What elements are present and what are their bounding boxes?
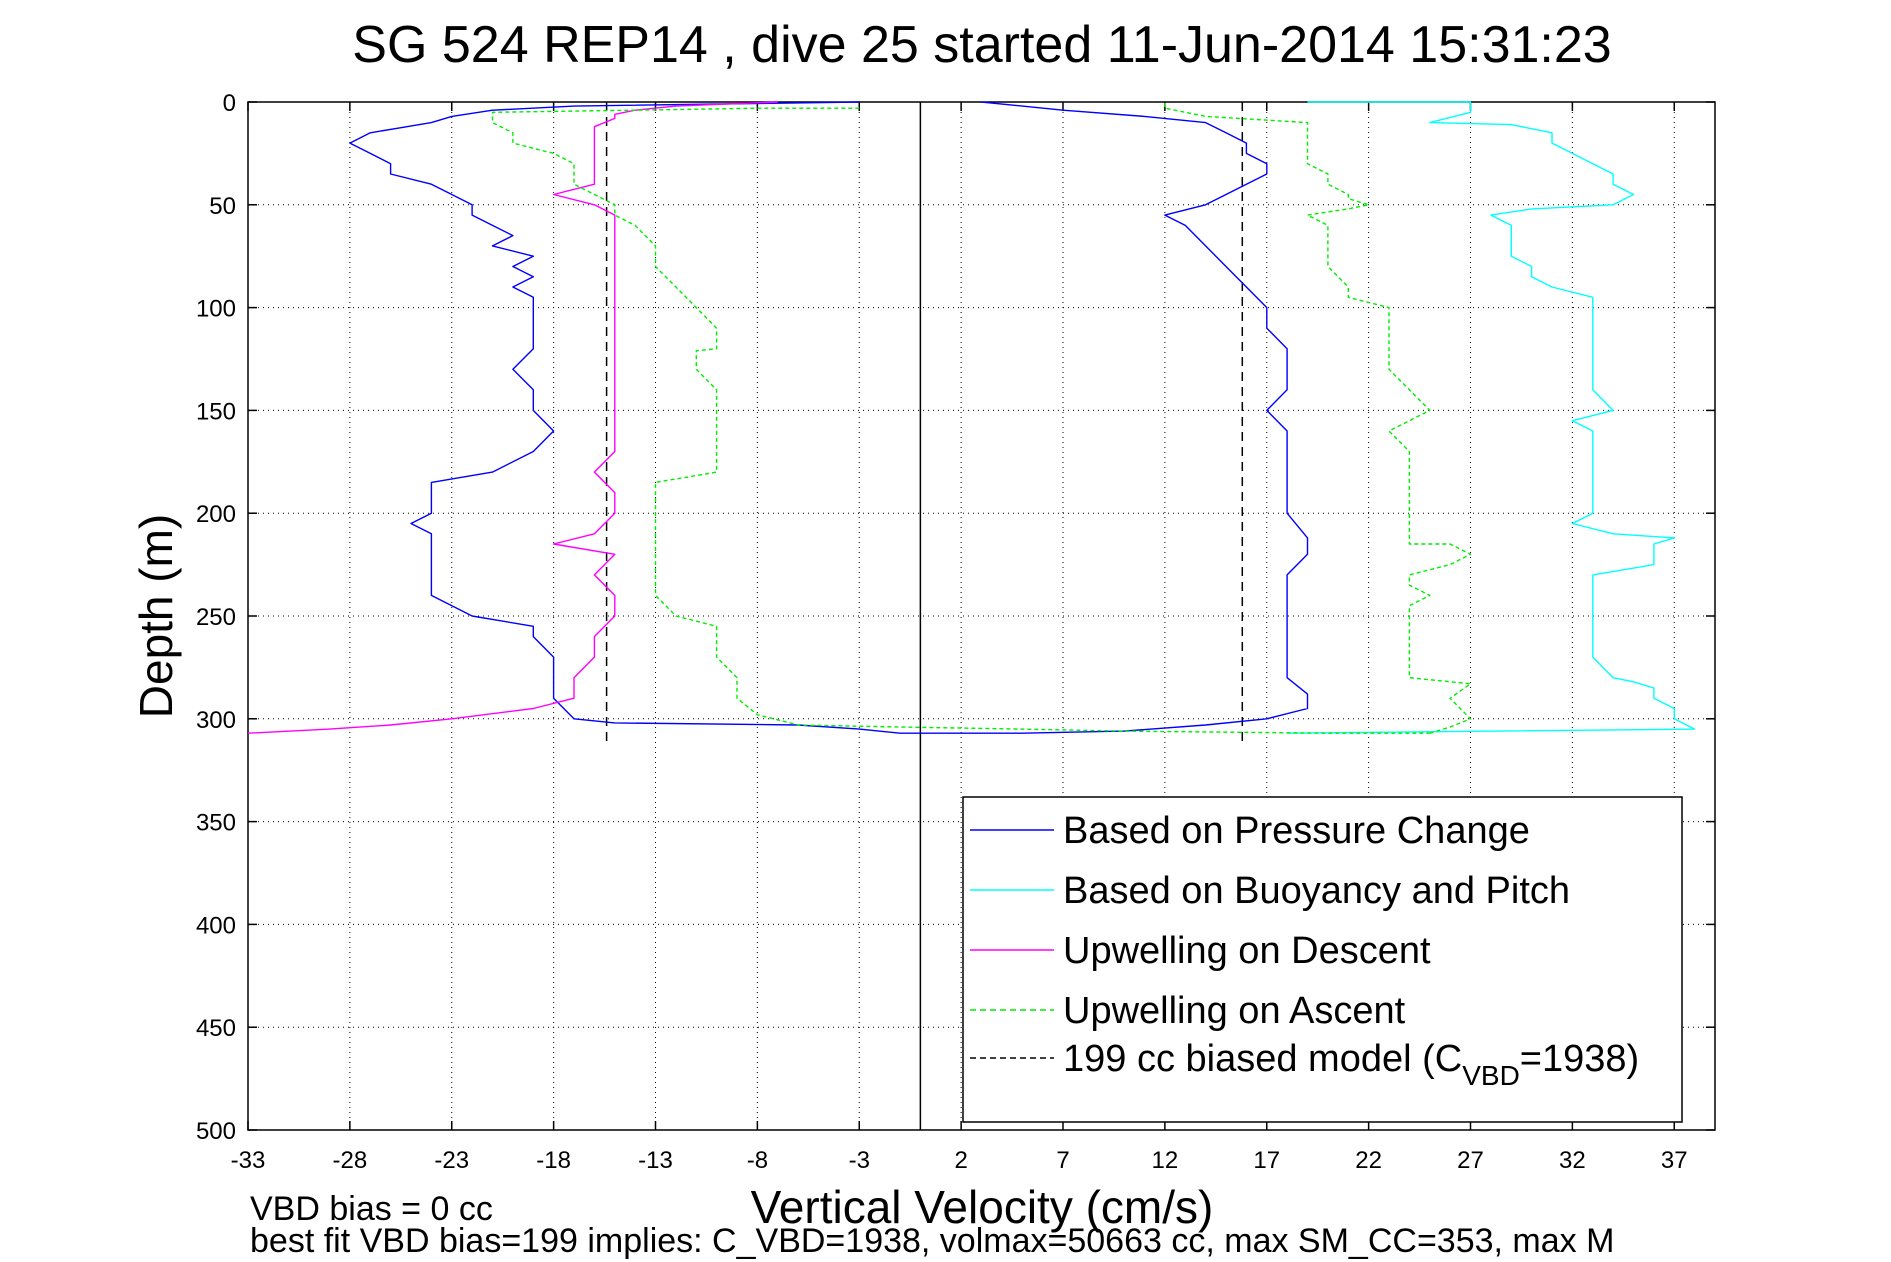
y-tick-label: 450 xyxy=(196,1015,236,1042)
y-tick-label: 200 xyxy=(196,501,236,528)
y-tick-label: 500 xyxy=(196,1118,236,1145)
x-tick-label: 7 xyxy=(1056,1147,1069,1174)
footer-line-1: VBD bias = 0 cc xyxy=(250,1190,493,1228)
x-tick-label: -18 xyxy=(536,1147,571,1174)
x-axis-label: Vertical Velocity (cm/s) xyxy=(751,1181,1214,1233)
x-tick-label: -23 xyxy=(434,1147,469,1174)
x-tick-label: -33 xyxy=(231,1147,266,1174)
x-tick-label: -3 xyxy=(849,1147,870,1174)
legend-label-text: Upwelling on Ascent xyxy=(1063,990,1406,1032)
y-axis-ticks: 0 50 100 150 200 250 300 350 400 450 500 xyxy=(196,90,1715,1145)
x-tick-label: -28 xyxy=(333,1147,368,1174)
legend-label-text: Based on Pressure Change xyxy=(1063,810,1530,852)
legend-label: Upwelling on Ascent xyxy=(1063,990,1406,1032)
legend-label: Upwelling on Descent xyxy=(1063,930,1431,972)
x-tick-label: 12 xyxy=(1152,1147,1179,1174)
legend-label-text: Based on Buoyancy and Pitch xyxy=(1063,870,1570,912)
y-tick-label: 250 xyxy=(196,604,236,631)
series-line xyxy=(349,101,1309,734)
y-tick-label: 100 xyxy=(196,296,236,323)
x-tick-label: 32 xyxy=(1559,1147,1586,1174)
footer-line-2: best fit VBD bias=199 implies: C_VBD=193… xyxy=(250,1222,1614,1260)
y-tick-label: 50 xyxy=(209,193,236,220)
legend-label: Based on Pressure Change xyxy=(1063,810,1530,852)
y-tick-label: 150 xyxy=(196,398,236,425)
series-line xyxy=(247,101,778,734)
x-tick-label: 17 xyxy=(1253,1147,1280,1174)
legend-label-suffix: =1938) xyxy=(1520,1038,1639,1080)
legend-label: 199 cc biased model (CVBD=1938) xyxy=(1063,1038,1639,1091)
y-tick-label: 400 xyxy=(196,912,236,939)
legend-box xyxy=(962,796,1683,1123)
x-axis-ticks: -33 -28 -23 -18 -13 -8 -3 2 7 12 17 22 27 32 37 xyxy=(231,102,1688,1174)
data-series xyxy=(247,101,1696,734)
legend-label: Based on Buoyancy and Pitch xyxy=(1063,870,1570,912)
y-tick-label: 350 xyxy=(196,810,236,837)
legend: Based on Pressure Change Based on Buoyanc… xyxy=(962,796,1683,1123)
x-tick-label: -8 xyxy=(747,1147,768,1174)
y-tick-label: 300 xyxy=(196,707,236,734)
x-tick-label: 37 xyxy=(1661,1147,1688,1174)
x-tick-label: 2 xyxy=(954,1147,967,1174)
x-tick-label: -13 xyxy=(638,1147,673,1174)
series-line xyxy=(1164,102,1472,734)
legend-label-text: 199 cc biased model (C xyxy=(1063,1038,1462,1080)
reference-lines xyxy=(605,102,1244,1130)
legend-label-subscript: VBD xyxy=(1462,1060,1520,1091)
chart-title: SG 524 REP14 , dive 25 started 11-Jun-20… xyxy=(352,16,1611,74)
x-tick-label: 27 xyxy=(1457,1147,1484,1174)
series-line xyxy=(1287,101,1696,734)
legend-label-text: Upwelling on Descent xyxy=(1063,930,1431,972)
y-axis-label: Depth (m) xyxy=(130,514,182,718)
series-line xyxy=(491,107,1430,734)
y-tick-label: 0 xyxy=(223,90,236,117)
x-tick-label: 22 xyxy=(1355,1147,1382,1174)
